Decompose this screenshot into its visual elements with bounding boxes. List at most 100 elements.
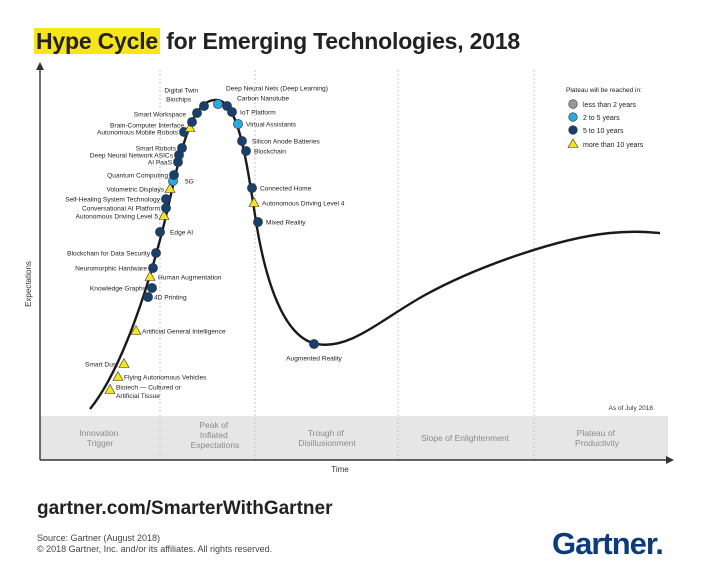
phase-line: Inflated xyxy=(200,430,228,440)
tech-marker-triangle xyxy=(130,324,142,335)
tech-label: Digital Twin xyxy=(164,88,198,95)
tech-label: Biochips xyxy=(166,97,192,104)
tech-item: Smart Dust xyxy=(85,357,130,369)
legend-label: less than 2 years xyxy=(583,102,636,109)
tech-item: Silicon Anode Batteries xyxy=(237,136,321,146)
phase-line: Innovation xyxy=(79,428,118,438)
phase-line: Disillusionment xyxy=(298,438,356,448)
phase-line: Slope of Enlightenment xyxy=(421,433,510,443)
tech-label: Smart Dust xyxy=(85,362,118,369)
tech-label: Smart Robots xyxy=(136,146,177,153)
phase-line: Trigger xyxy=(87,438,114,448)
tech-label: Smart Workspace xyxy=(134,112,187,119)
tech-item: Mixed Reality xyxy=(253,217,306,227)
tech-label: Augmented Reality xyxy=(286,356,342,363)
tech-item: Smart Workspace xyxy=(134,112,197,127)
tech-item: Connected Home xyxy=(247,183,312,193)
x-axis-label: Time xyxy=(331,465,349,474)
phase-label-plateau: Plateau of Productivity xyxy=(575,428,620,448)
hype-cycle-diagram: Expectations Time Innovation Trigger Pea… xyxy=(24,62,674,474)
tech-label: Autonomous Mobile Robots xyxy=(97,130,179,137)
tech-item: Edge AI xyxy=(155,227,193,237)
tech-label: Deep Neural Network ASICs xyxy=(90,153,174,160)
tech-item: Quantum Computing xyxy=(107,170,179,180)
phase-line: Expectations xyxy=(191,440,240,450)
tech-marker-triangle xyxy=(112,370,124,381)
phase-label-trough: Trough of Disillusionment xyxy=(298,428,356,448)
tech-item: Digital Twin xyxy=(164,88,209,111)
phase-line: Trough of xyxy=(308,428,345,438)
legend-marker-gray xyxy=(568,99,578,109)
tech-marker-circle xyxy=(161,203,171,213)
tech-marker-circle xyxy=(161,194,171,204)
legend-marker-light-blue xyxy=(568,112,578,122)
tech-label: Silicon Anode Batteries xyxy=(252,139,321,146)
tech-marker-circle xyxy=(309,339,319,349)
tech-label: IoT Platform xyxy=(240,110,276,117)
footer-url[interactable]: gartner.com/SmarterWithGartner xyxy=(37,498,333,519)
tech-marker-circle xyxy=(247,183,257,193)
legend-label: more than 10 years xyxy=(583,142,644,149)
gartner-logo: Gartner. xyxy=(552,526,664,562)
tech-marker-circle xyxy=(213,99,223,109)
tech-label: AI PaaS xyxy=(148,160,173,167)
gartner-logo-dot: . xyxy=(655,526,664,561)
tech-label: Neuromorphic Hardware xyxy=(75,266,147,273)
phase-band xyxy=(40,416,668,460)
tech-marker-triangle xyxy=(158,209,170,220)
title-rest: for Emerging Technologies, 2018 xyxy=(166,28,521,54)
legend-title: Plateau will be reached in: xyxy=(566,87,642,94)
legend-marker-dark-blue xyxy=(568,125,578,135)
phase-line: Peak of xyxy=(199,420,228,430)
title-highlight: Hype Cycle xyxy=(34,28,161,54)
tech-label: Blockchain xyxy=(254,149,286,156)
hype-curve xyxy=(89,98,661,410)
source-note: Source: Gartner (August 2018) © 2018 Gar… xyxy=(37,533,272,555)
tech-item: Blockchain for Data Security xyxy=(67,248,161,258)
tech-item: Self-Healing System Technology xyxy=(65,194,171,204)
tech-label: Biotech — Cultured or xyxy=(116,385,182,392)
phase-dividers xyxy=(159,70,535,460)
gartner-logo-text: Gartner xyxy=(552,526,656,561)
as-of-note: As of July 2018 xyxy=(609,405,654,412)
phase-label-innovation-trigger: Innovation Trigger xyxy=(79,428,121,448)
tech-label: Mixed Reality xyxy=(266,220,306,227)
tech-marker-triangle xyxy=(164,182,176,193)
tech-item: Artificial General Intelligence xyxy=(130,324,226,336)
tech-marker-circle xyxy=(155,227,165,237)
tech-item: Biochips xyxy=(166,97,202,118)
tech-marker-circle xyxy=(199,101,209,111)
tech-label: Artificial General Intelligence xyxy=(142,329,226,336)
tech-label: 5G xyxy=(185,179,194,186)
tech-label: Conversational AI Platform xyxy=(82,206,161,213)
tech-item: Brain-Computer Interface xyxy=(110,121,196,132)
tech-marker-triangle xyxy=(118,357,130,368)
tech-item: Neuromorphic Hardware xyxy=(75,263,158,273)
tech-label: Autonomous Driving Level 4 xyxy=(262,201,345,208)
copyright-line: © 2018 Gartner, Inc. and/or its affiliat… xyxy=(37,544,273,554)
tech-marker-circle xyxy=(253,217,263,227)
tech-marker-triangle xyxy=(184,121,196,132)
tech-label: Volumetric Displays xyxy=(106,187,164,194)
tech-item: Autonomous Driving Level 4 xyxy=(248,196,345,208)
tech-label: Brain-Computer Interface xyxy=(110,123,184,130)
source-line: Source: Gartner (August 2018) xyxy=(37,533,161,543)
legend-marker-triangle xyxy=(567,138,579,148)
tech-item: Blockchain xyxy=(241,146,286,156)
legend-label: 2 to 5 years xyxy=(583,115,620,122)
x-axis-arrow xyxy=(666,456,674,464)
tech-label: Self-Healing System Technology xyxy=(65,197,161,204)
tech-label: Artificial Tissue xyxy=(116,393,160,400)
tech-marker-triangle xyxy=(248,196,260,207)
tech-item: IoT Platform xyxy=(227,107,276,117)
tech-label: Edge AI xyxy=(170,230,193,237)
tech-label: Quantum Computing xyxy=(107,173,168,180)
tech-label: Human Augmentation xyxy=(158,275,222,282)
tech-item: Volumetric Displays xyxy=(106,182,176,194)
tech-marker-circle xyxy=(177,143,187,153)
tech-marker-triangle xyxy=(104,383,116,394)
tech-marker-circle xyxy=(169,170,179,180)
phase-line: Plateau of xyxy=(577,428,616,438)
tech-marker-circle xyxy=(237,136,247,146)
tech-marker-circle xyxy=(233,119,243,129)
